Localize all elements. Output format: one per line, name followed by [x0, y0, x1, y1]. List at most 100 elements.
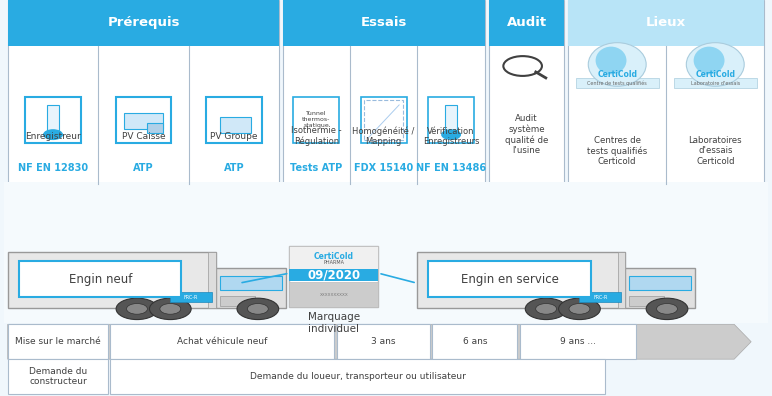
FancyBboxPatch shape [124, 113, 163, 129]
FancyBboxPatch shape [337, 324, 430, 359]
Text: CertiCold: CertiCold [314, 252, 354, 261]
FancyBboxPatch shape [489, 0, 564, 184]
FancyBboxPatch shape [629, 296, 664, 306]
Text: Audit: Audit [506, 16, 547, 29]
Ellipse shape [588, 43, 646, 86]
Text: Marquage
individuel: Marquage individuel [308, 312, 360, 333]
FancyBboxPatch shape [579, 292, 621, 302]
FancyBboxPatch shape [618, 252, 625, 308]
FancyBboxPatch shape [520, 324, 636, 359]
FancyBboxPatch shape [290, 246, 378, 269]
Text: Engin neuf: Engin neuf [69, 273, 132, 286]
FancyBboxPatch shape [625, 268, 695, 308]
FancyBboxPatch shape [283, 0, 485, 184]
Text: Isothermie -
Régulation: Isothermie - Régulation [291, 126, 341, 146]
Text: Demande du
constructeur: Demande du constructeur [29, 367, 87, 386]
Text: Laboratoires
d'essais
Certicold: Laboratoires d'essais Certicold [689, 136, 742, 166]
FancyBboxPatch shape [489, 0, 564, 46]
FancyBboxPatch shape [110, 359, 605, 394]
Text: ATP: ATP [224, 163, 245, 173]
FancyBboxPatch shape [8, 252, 216, 308]
Circle shape [160, 303, 181, 314]
Ellipse shape [693, 47, 724, 74]
FancyBboxPatch shape [25, 97, 81, 143]
Text: Audit
système
qualité de
l'usine: Audit système qualité de l'usine [505, 114, 548, 155]
FancyBboxPatch shape [290, 282, 378, 307]
Text: Enregistreur: Enregistreur [25, 132, 81, 141]
Text: Laboratoire d'essais: Laboratoire d'essais [691, 81, 740, 86]
FancyBboxPatch shape [290, 269, 378, 281]
Text: CertiCold: CertiCold [598, 70, 637, 79]
FancyBboxPatch shape [576, 78, 659, 88]
FancyBboxPatch shape [170, 292, 212, 302]
Text: Tunnel
thermos-
statique: Tunnel thermos- statique [302, 112, 330, 128]
Text: PV Groupe: PV Groupe [211, 132, 258, 141]
Circle shape [237, 298, 279, 320]
FancyBboxPatch shape [445, 105, 457, 137]
Text: FRC-R: FRC-R [184, 295, 198, 300]
Circle shape [656, 303, 678, 314]
FancyBboxPatch shape [568, 0, 764, 46]
Text: 09/2020: 09/2020 [307, 268, 361, 282]
Circle shape [127, 303, 147, 314]
Text: Demande du loueur, transporteur ou utilisateur: Demande du loueur, transporteur ou utili… [250, 372, 466, 381]
FancyArrow shape [8, 324, 751, 359]
Text: FDX 15140: FDX 15140 [354, 163, 413, 173]
Circle shape [44, 130, 63, 139]
Text: Engin en service: Engin en service [461, 273, 558, 286]
Circle shape [150, 298, 191, 320]
FancyBboxPatch shape [8, 0, 279, 184]
Text: FRC-R: FRC-R [593, 295, 608, 300]
FancyBboxPatch shape [116, 97, 171, 143]
Circle shape [646, 298, 688, 320]
FancyBboxPatch shape [4, 182, 768, 323]
FancyBboxPatch shape [428, 97, 474, 143]
Text: PV Caisse: PV Caisse [122, 132, 165, 141]
Text: Centre de tests qualifiés: Centre de tests qualifiés [587, 81, 647, 86]
Circle shape [247, 303, 269, 314]
FancyBboxPatch shape [428, 261, 591, 297]
Circle shape [569, 303, 590, 314]
FancyBboxPatch shape [47, 105, 59, 137]
Text: CertiCold: CertiCold [696, 70, 735, 79]
Text: Achat véhicule neuf: Achat véhicule neuf [177, 337, 268, 346]
FancyBboxPatch shape [8, 0, 279, 46]
Circle shape [442, 130, 460, 139]
Text: Prérequis: Prérequis [107, 16, 180, 29]
Circle shape [559, 298, 601, 320]
Circle shape [525, 298, 567, 320]
Text: Essais: Essais [361, 16, 407, 29]
FancyBboxPatch shape [293, 97, 340, 143]
Text: 3 ans: 3 ans [371, 337, 396, 346]
Text: NF EN 13486: NF EN 13486 [416, 163, 486, 173]
Text: Mise sur le marché: Mise sur le marché [15, 337, 101, 346]
Text: Lieux: Lieux [646, 16, 686, 29]
Text: PHARMA: PHARMA [323, 260, 344, 265]
FancyBboxPatch shape [629, 276, 691, 290]
FancyBboxPatch shape [432, 324, 517, 359]
FancyBboxPatch shape [364, 100, 403, 140]
Text: Centres de
tests qualifiés
Certicold: Centres de tests qualifiés Certicold [587, 136, 648, 166]
FancyBboxPatch shape [216, 268, 286, 308]
Text: Tests ATP: Tests ATP [290, 163, 343, 173]
FancyBboxPatch shape [220, 296, 255, 306]
Circle shape [116, 298, 157, 320]
Text: Vérification
Enregistreurs: Vérification Enregistreurs [423, 127, 479, 146]
FancyBboxPatch shape [290, 246, 378, 307]
Text: XXXXXXXXXX: XXXXXXXXXX [320, 293, 348, 297]
FancyBboxPatch shape [110, 324, 334, 359]
FancyBboxPatch shape [206, 97, 262, 143]
Circle shape [536, 303, 557, 314]
FancyBboxPatch shape [568, 0, 764, 184]
FancyBboxPatch shape [417, 252, 625, 308]
Text: Homogénéité /
Mapping: Homogénéité / Mapping [353, 126, 415, 146]
Text: 6 ans: 6 ans [462, 337, 487, 346]
FancyBboxPatch shape [8, 324, 108, 359]
FancyBboxPatch shape [19, 261, 181, 297]
FancyBboxPatch shape [147, 123, 163, 133]
Ellipse shape [686, 43, 744, 86]
FancyBboxPatch shape [674, 78, 757, 88]
Text: 9 ans ...: 9 ans ... [560, 337, 596, 346]
FancyBboxPatch shape [283, 0, 485, 46]
Text: ATP: ATP [134, 163, 154, 173]
